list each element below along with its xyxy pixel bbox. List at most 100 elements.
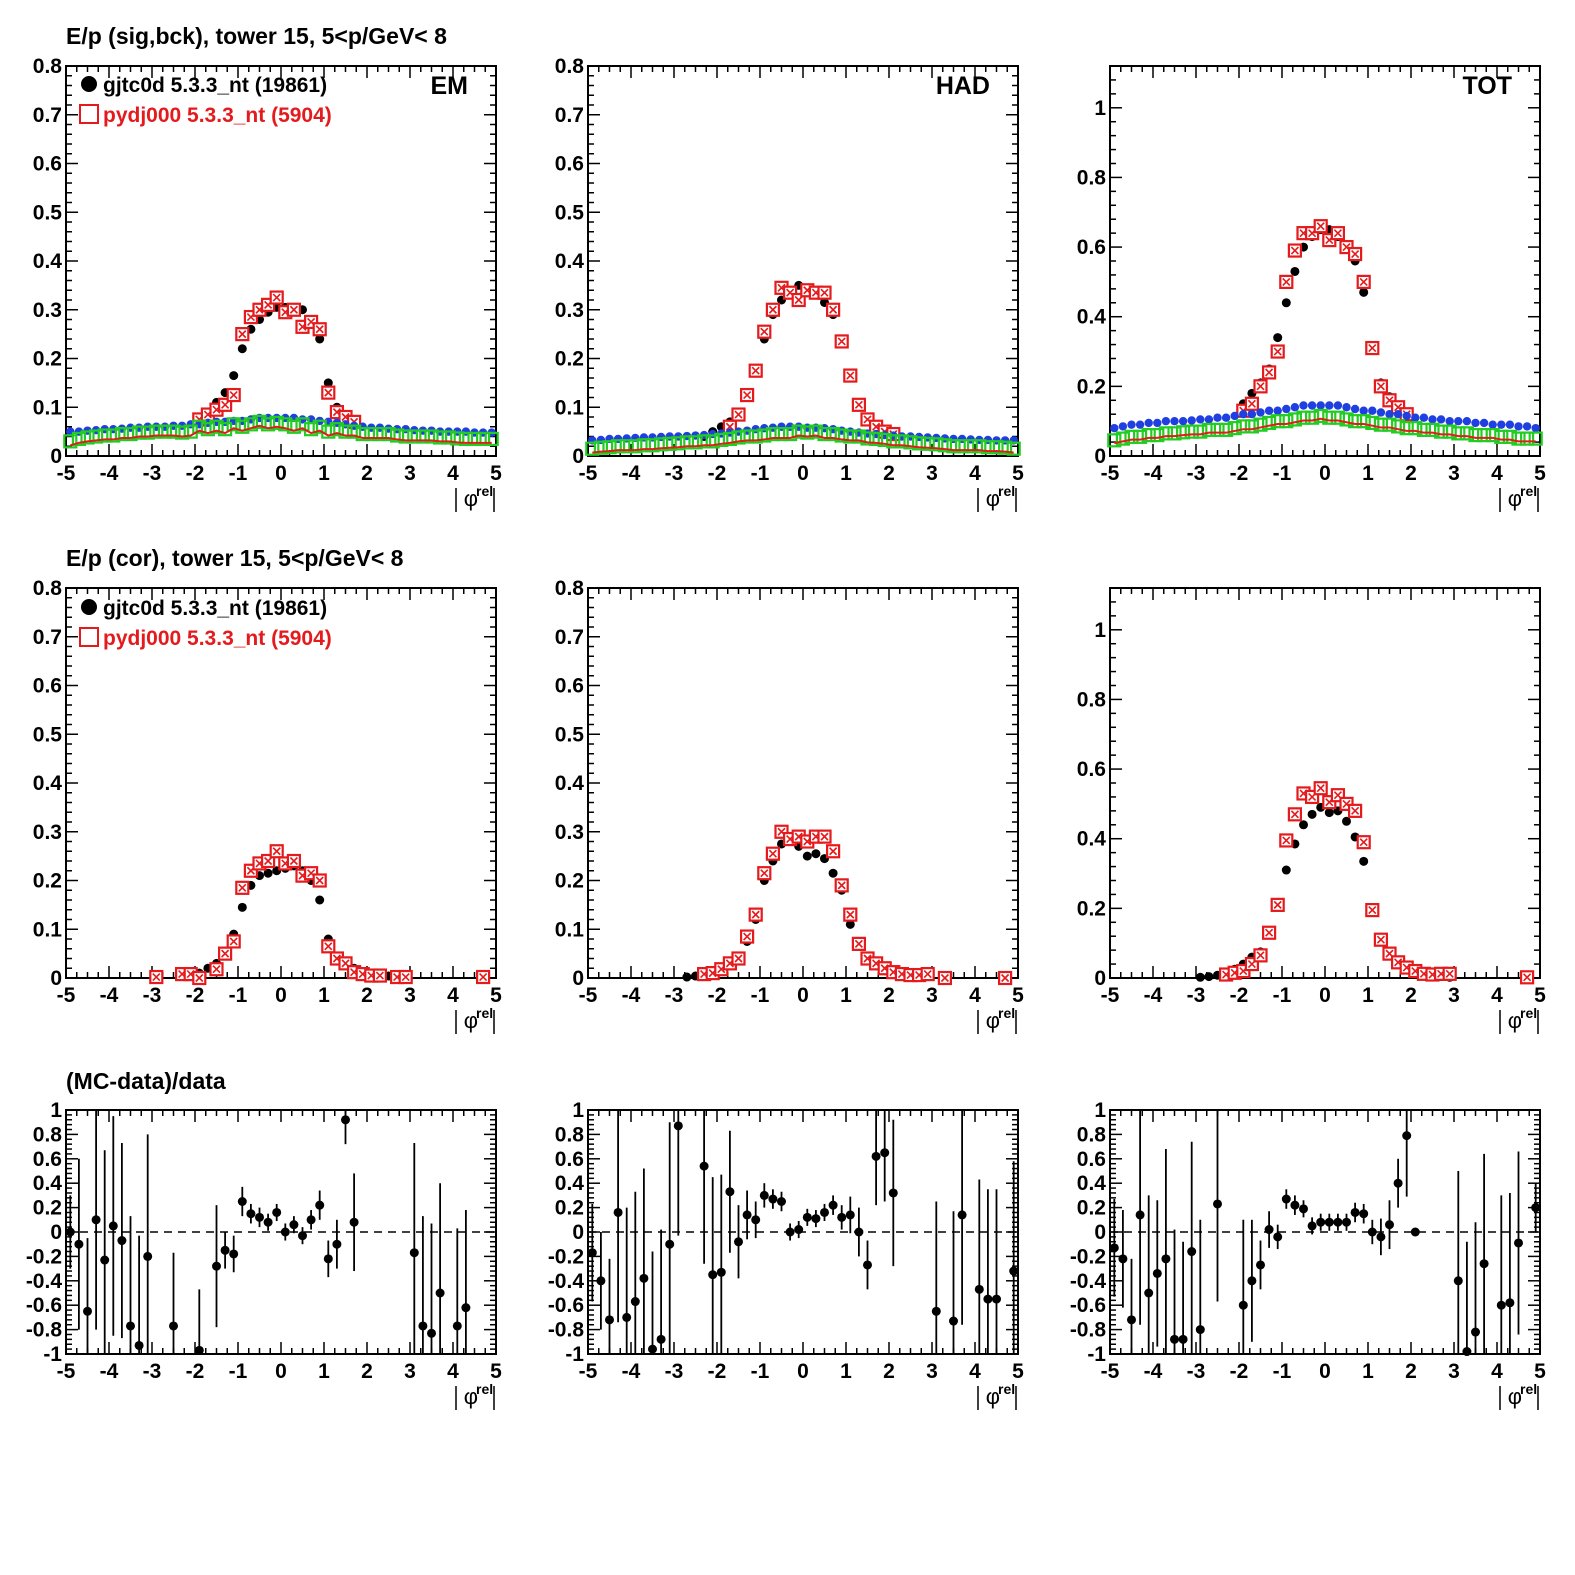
x-tick-label: -5 xyxy=(579,984,598,1007)
mc-point-cross xyxy=(1359,838,1368,847)
row-title-ratio: (MC-data)/data xyxy=(66,1068,226,1094)
data-point xyxy=(1281,865,1291,875)
ratio-point xyxy=(1161,1254,1171,1264)
y-tick-label: -0.8 xyxy=(26,1319,63,1342)
bck-mc-point xyxy=(610,439,626,454)
y-tick-label: 0.5 xyxy=(555,723,585,746)
ratio-point xyxy=(777,1197,786,1206)
bck-mc-point xyxy=(937,438,953,453)
y-tick-label: -0.8 xyxy=(548,1319,585,1342)
y-tick-label: -0.4 xyxy=(1070,1270,1107,1293)
y-tick-label: 0.7 xyxy=(555,104,584,127)
bck-data-point xyxy=(1316,401,1325,410)
ratio-point xyxy=(837,1212,847,1222)
y-tick-label: 0.6 xyxy=(33,153,62,176)
bck-mc-point xyxy=(825,426,841,442)
y-tick-label: 0.8 xyxy=(33,577,63,600)
ratio-point xyxy=(1009,1266,1019,1276)
panel-ratio-tot: -5 -4 -3 -2 -1 0 1 2 3 4 5-1-0.8-0.6-0.4-0.200.20.… xyxy=(1070,1099,1546,1410)
x-axis-label: φ xyxy=(464,1008,478,1033)
panel-ratio-had: -5 -4 -3 -2 -1 0 1 2 3 4 5-1-0.8-0.6-0.4-0.200.20.… xyxy=(548,1099,1024,1410)
y-tick-label: 0.3 xyxy=(555,299,584,322)
bck-data-point xyxy=(1187,416,1196,425)
y-tick-label: 1 xyxy=(50,1099,62,1122)
bck-mc-point xyxy=(679,435,695,450)
x-tick-label: 2 xyxy=(361,1360,373,1383)
x-tick-label: 3 xyxy=(926,462,938,485)
series-mc xyxy=(722,280,901,442)
bck-data-point xyxy=(1213,413,1222,422)
ratio-point xyxy=(1385,1220,1394,1230)
mc-point-cross xyxy=(289,305,298,314)
row-title-cor: E/p (cor), tower 15, 5<p/GeV< 8 xyxy=(66,545,404,571)
data-point xyxy=(1290,266,1300,276)
series-data xyxy=(682,837,924,982)
bck-mc-point xyxy=(88,429,104,444)
x-tick-label: -3 xyxy=(143,984,162,1007)
ratio-point xyxy=(1213,1199,1222,1209)
y-tick-label: 0.8 xyxy=(1077,166,1107,189)
ratio-point xyxy=(280,1227,290,1237)
mc-point-cross xyxy=(289,856,298,866)
bck-mc-point xyxy=(628,439,643,454)
legend-data-marker xyxy=(81,76,97,92)
bck-mc-point xyxy=(929,437,944,452)
y-tick-label: 0 xyxy=(50,445,62,468)
bck-mc-point xyxy=(731,430,746,445)
ratio-point xyxy=(974,1284,984,1294)
bck-mc-point xyxy=(911,436,927,451)
bck-mc-point xyxy=(347,424,362,439)
data-point xyxy=(802,851,812,861)
bck-data-point xyxy=(1462,416,1472,426)
mc-point-cross xyxy=(375,971,384,980)
legend-sigbck: gjtc0d 5.3.3_nt (19861) pydj000 5.3.3_nt… xyxy=(79,74,332,127)
bck-mc-point xyxy=(1425,422,1440,437)
bck-mc-point xyxy=(1433,424,1449,439)
x-tick-label: -5 xyxy=(57,462,76,485)
bck-data-point xyxy=(1488,420,1497,429)
mc-point-cross xyxy=(725,422,734,431)
y-tick-label: 0.4 xyxy=(33,772,63,795)
mc-point-cross xyxy=(734,410,743,419)
bck-mc-point xyxy=(602,440,617,455)
x-tick-label: -1 xyxy=(751,462,770,485)
bck-mc-point xyxy=(140,425,155,440)
bck-mc-point xyxy=(450,431,465,446)
bck-mc-point xyxy=(954,439,970,454)
bck-mc-point xyxy=(688,435,703,450)
y-tick-label: 0 xyxy=(1094,967,1106,990)
bck-data-point xyxy=(1221,413,1231,422)
x-tick-label: 1 xyxy=(1362,1360,1374,1383)
bck-data-point xyxy=(1247,410,1257,419)
plot-frame xyxy=(1109,65,1541,457)
bck-mc-point xyxy=(1442,424,1457,439)
ratio-point xyxy=(461,1303,471,1313)
mc-point-cross xyxy=(1273,347,1282,356)
ratio-point xyxy=(323,1254,333,1264)
mc-point-cross xyxy=(221,400,230,409)
mc-point-cross xyxy=(315,325,324,334)
ratio-point xyxy=(605,1315,614,1325)
x-tick-label: -4 xyxy=(1144,462,1163,485)
bck-mc-point xyxy=(1218,422,1234,437)
y-tick-label: 0.6 xyxy=(1077,758,1106,781)
x-tick-label: 5 xyxy=(1012,462,1024,485)
ratio-point xyxy=(613,1207,623,1217)
x-tick-label: 0 xyxy=(275,984,287,1007)
mc-point-cross xyxy=(315,876,324,885)
mc-point-cross xyxy=(1256,382,1265,391)
bck-mc-point xyxy=(123,426,138,442)
series-ratio xyxy=(65,1110,471,1355)
legend-data-label: gjtc0d 5.3.3_nt (19861) xyxy=(103,74,327,97)
bck-mc-point xyxy=(1244,419,1260,434)
data-point xyxy=(1281,298,1291,308)
y-tick-label: 0 xyxy=(50,967,62,990)
x-tick-label: -1 xyxy=(229,462,248,485)
bck-mc-point xyxy=(705,434,720,449)
ratio-point xyxy=(931,1306,941,1316)
bck-mc-point xyxy=(972,439,987,454)
bck-mc-point xyxy=(920,436,935,451)
ratio-point xyxy=(759,1190,769,1200)
x-tick-label: 2 xyxy=(1405,1360,1417,1383)
